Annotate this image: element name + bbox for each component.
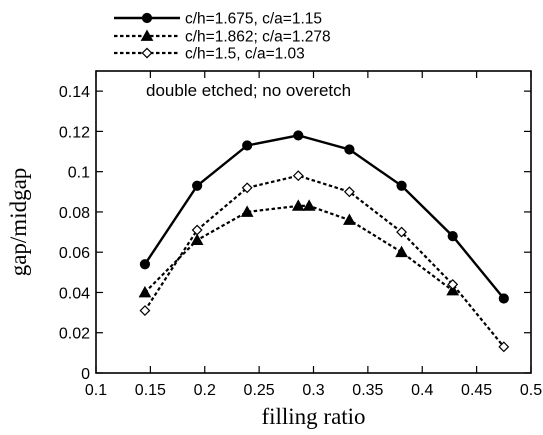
series-1 xyxy=(139,130,509,304)
data-point xyxy=(447,230,458,242)
data-point xyxy=(498,293,509,304)
series-layer xyxy=(138,130,510,353)
series-line xyxy=(143,174,505,348)
y-axis-title: gap/midgap xyxy=(6,168,31,277)
axis-ticks: 0.1 0.15 0.2 0.25 0.3 0.35 0.4 0.45 0.5 0 0.02 0.04… xyxy=(59,71,542,399)
data-point xyxy=(191,224,203,236)
data-point xyxy=(140,29,154,41)
data-point xyxy=(293,130,304,141)
data-point xyxy=(190,233,204,246)
data-point xyxy=(343,213,356,225)
x-tick-label: 0.35 xyxy=(352,382,383,399)
x-tick-label: 0.3 xyxy=(302,382,324,399)
data-point xyxy=(141,12,153,24)
series-line xyxy=(144,204,454,294)
x-tick-label: 0.1 xyxy=(85,382,107,399)
data-point xyxy=(139,259,151,270)
data-point xyxy=(241,182,253,194)
x-tick-label: 0.15 xyxy=(135,382,166,399)
data-point xyxy=(447,278,459,290)
legend-label: c/h=1.5, c/a=1.03 xyxy=(185,46,305,63)
y-tick-label: 0.06 xyxy=(59,245,90,262)
data-point xyxy=(138,285,152,298)
series-2 xyxy=(138,199,460,298)
data-point xyxy=(396,180,407,191)
data-point xyxy=(192,180,203,191)
data-point xyxy=(242,140,253,151)
data-point xyxy=(344,144,355,155)
x-tick-label: 0.2 xyxy=(194,382,216,399)
y-tick-label: 0.14 xyxy=(59,84,90,101)
data-point xyxy=(446,283,460,296)
data-point xyxy=(498,341,510,353)
data-point xyxy=(141,47,153,59)
y-tick-label: 0.02 xyxy=(59,326,90,343)
data-point xyxy=(292,170,304,182)
x-tick-label: 0.25 xyxy=(244,382,275,399)
data-point xyxy=(291,199,305,211)
y-tick-label: 0.1 xyxy=(68,165,90,182)
series-line xyxy=(143,134,505,300)
data-point xyxy=(396,226,408,238)
x-axis-title: filling ratio xyxy=(261,404,365,429)
x-tick-label: 0.45 xyxy=(461,382,492,399)
chart-annotation: double etched; no overetch xyxy=(146,81,351,100)
y-tick-label: 0.12 xyxy=(59,124,90,141)
series-3 xyxy=(139,170,510,353)
y-tick-label: 0.04 xyxy=(59,285,90,302)
data-point xyxy=(343,186,355,198)
data-point xyxy=(302,199,316,211)
legend: c/h=1.675, c/a=1.15c/h=1.862; c/a=1.278c… xyxy=(114,11,331,63)
data-point xyxy=(240,205,254,217)
plot-frame xyxy=(95,70,532,374)
x-tick-label: 0.4 xyxy=(411,382,433,399)
legend-label: c/h=1.862; c/a=1.278 xyxy=(185,29,331,46)
x-tick-label: 0.5 xyxy=(520,382,542,399)
y-tick-label: 0.08 xyxy=(59,205,90,222)
data-point xyxy=(395,245,408,258)
legend-label: c/h=1.675, c/a=1.15 xyxy=(185,11,322,28)
y-tick-label: 0 xyxy=(81,366,90,383)
data-point xyxy=(139,305,151,317)
